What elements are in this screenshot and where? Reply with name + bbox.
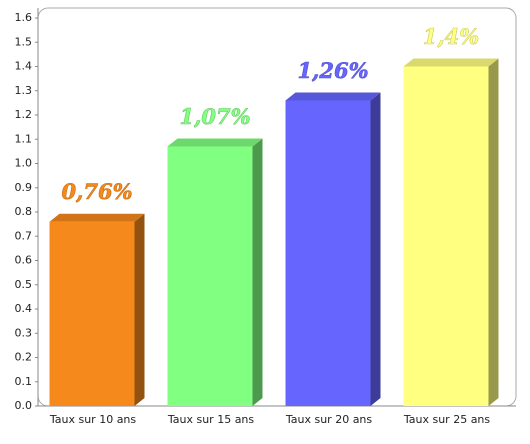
y-tick-label: 1.3 — [15, 84, 33, 97]
y-tick-label: 0.2 — [15, 351, 33, 364]
y-tick-label: 1.5 — [15, 35, 33, 48]
y-tick-label: 0.9 — [15, 181, 33, 194]
value-label: 1,26% — [297, 58, 368, 83]
bar-top — [285, 92, 381, 101]
value-label: 0,76% — [61, 179, 132, 204]
y-tick-label: 0.7 — [15, 229, 33, 242]
bar-side — [488, 58, 499, 406]
bar-top — [403, 58, 499, 67]
y-tick-label: 0.1 — [15, 375, 33, 388]
y-tick-label: 1.6 — [15, 11, 33, 24]
x-tick-label: Taux sur 20 ans — [285, 413, 373, 426]
y-tick-label: 0.3 — [15, 326, 33, 339]
x-tick-label: Taux sur 15 ans — [167, 413, 255, 426]
x-tick-label: Taux sur 25 ans — [403, 413, 491, 426]
y-tick-label: 0.4 — [15, 302, 33, 315]
bar — [285, 100, 371, 406]
x-tick-label: Taux sur 10 ans — [49, 413, 137, 426]
bar — [167, 146, 253, 406]
y-tick-label: 0.0 — [15, 399, 33, 412]
y-tick-label: 1.4 — [15, 60, 33, 73]
y-tick-label: 1.0 — [15, 157, 33, 170]
bar-side — [370, 92, 381, 406]
y-tick-label: 0.5 — [15, 278, 33, 291]
y-tick-label: 0.6 — [15, 254, 33, 267]
bar — [403, 66, 489, 406]
bar-side — [134, 213, 145, 406]
y-tick-label: 1.2 — [15, 108, 33, 121]
bar — [49, 221, 135, 406]
bar-side — [252, 138, 263, 406]
y-tick-label: 1.1 — [15, 132, 33, 145]
y-tick-label: 0.8 — [15, 205, 33, 218]
bar-top — [167, 138, 263, 147]
bar-top — [49, 213, 145, 222]
value-label: 1,4% — [423, 24, 480, 49]
value-label: 1,07% — [179, 104, 250, 129]
